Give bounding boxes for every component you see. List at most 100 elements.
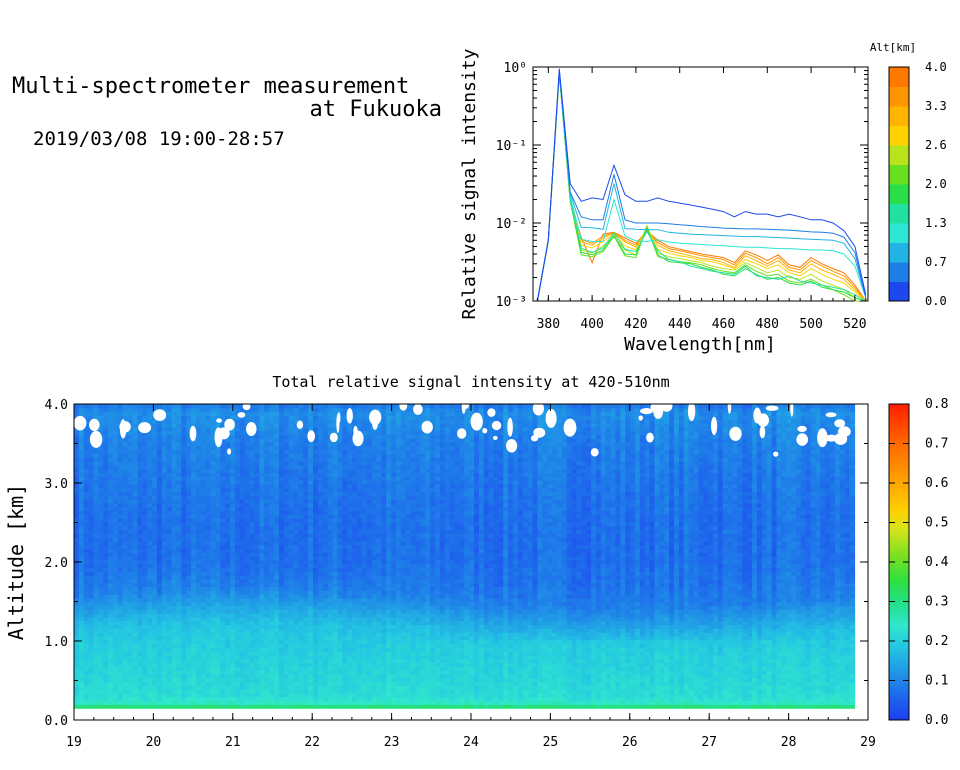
heatmap-cell bbox=[269, 419, 275, 424]
heatmap-cell bbox=[298, 464, 304, 470]
heatmap-cell bbox=[103, 677, 109, 683]
heatmap-cell bbox=[127, 651, 134, 656]
heatmap-cell bbox=[347, 662, 353, 667]
heatmap-cell bbox=[342, 438, 348, 443]
heatmap-cell bbox=[132, 692, 139, 698]
heatmap-cell bbox=[288, 483, 295, 489]
heatmap-cell bbox=[93, 609, 99, 614]
heatmap-cell bbox=[132, 620, 139, 626]
heatmap-cell bbox=[308, 575, 314, 580]
heatmap-cell bbox=[108, 563, 114, 569]
heatmap-cell bbox=[132, 571, 139, 576]
heatmap-cell bbox=[161, 548, 168, 553]
heatmap-cell bbox=[283, 487, 290, 493]
heatmap-cell bbox=[166, 647, 173, 652]
spectrum-x-tick-label: 440 bbox=[668, 317, 691, 332]
heatmap-cell bbox=[127, 434, 134, 439]
heatmap-cell bbox=[74, 411, 80, 416]
heatmap-cell bbox=[176, 419, 182, 424]
heatmap-cell bbox=[186, 666, 192, 671]
heatmap-cell bbox=[210, 575, 217, 580]
heatmap-cell bbox=[127, 468, 134, 474]
heatmap-cell bbox=[264, 582, 270, 588]
heatmap-cell bbox=[166, 518, 173, 523]
heatmap-cell bbox=[322, 491, 329, 496]
heatmap-cell bbox=[230, 556, 236, 561]
heatmap-cell bbox=[234, 449, 241, 455]
heatmap-cell bbox=[249, 468, 256, 474]
heatmap-cell bbox=[269, 685, 275, 690]
heatmap-cell bbox=[283, 559, 290, 565]
heatmap-cell bbox=[234, 540, 241, 546]
heatmap-cell bbox=[366, 666, 373, 671]
heatmap-cell bbox=[303, 647, 309, 652]
heatmap-cell bbox=[215, 483, 221, 489]
heatmap-cell bbox=[156, 670, 163, 675]
heatmap-cell bbox=[288, 438, 295, 443]
heatmap-cell bbox=[142, 472, 148, 477]
heatmap-cell bbox=[264, 597, 270, 603]
spectrum-series-line bbox=[536, 72, 867, 302]
heatmap-cell bbox=[225, 666, 231, 671]
heatmap-cell bbox=[254, 616, 260, 622]
heatmap-cell bbox=[293, 567, 299, 572]
heatmap-cell bbox=[225, 696, 231, 702]
heatmap-cell bbox=[337, 654, 343, 660]
heatmap-cell bbox=[249, 616, 256, 622]
heatmap-cell bbox=[303, 635, 309, 641]
heatmap-cell bbox=[337, 487, 343, 493]
heatmap-cell bbox=[288, 426, 295, 432]
heatmap-cell bbox=[210, 578, 217, 584]
heatmap-cell bbox=[152, 468, 158, 474]
heatmap-cell bbox=[191, 609, 197, 614]
heatmap-cell bbox=[274, 449, 280, 455]
heatmap-cell bbox=[220, 491, 226, 496]
heatmap-cell bbox=[347, 483, 353, 489]
heatmap-cell bbox=[288, 499, 295, 504]
heatmap-cell bbox=[181, 521, 187, 527]
heatmap-cell bbox=[259, 544, 265, 550]
heatmap-cell bbox=[83, 453, 90, 458]
heatmap-cell bbox=[239, 518, 246, 523]
heatmap-cell bbox=[249, 673, 256, 679]
heatmap-cell bbox=[259, 692, 265, 698]
heatmap-cell bbox=[313, 442, 319, 447]
heatmap-cell bbox=[278, 445, 285, 451]
heatmap-cell bbox=[98, 700, 104, 705]
heatmap-cell bbox=[186, 563, 192, 569]
heatmap-cell bbox=[283, 594, 290, 599]
heatmap-cell bbox=[200, 468, 207, 474]
heatmap-cell bbox=[132, 628, 139, 633]
heatmap-cell bbox=[322, 685, 329, 690]
heatmap-cell bbox=[283, 468, 290, 474]
title-line-1: Multi-spectrometer measurement bbox=[12, 74, 410, 99]
heatmap-cell bbox=[205, 651, 212, 656]
heatmap-cell bbox=[142, 704, 148, 709]
heatmap-cell bbox=[220, 601, 226, 607]
heatmap-cell bbox=[317, 597, 324, 603]
heatmap-cell bbox=[98, 605, 104, 610]
heatmap-cell bbox=[342, 601, 348, 607]
heatmap-cell bbox=[152, 586, 158, 591]
heatmap-cell bbox=[191, 673, 197, 679]
heatmap-cell bbox=[191, 544, 197, 550]
heatmap-cell bbox=[195, 609, 202, 614]
heatmap-cell bbox=[98, 540, 104, 546]
heatmap-cell bbox=[298, 548, 304, 553]
heatmap-cell bbox=[361, 643, 368, 648]
heatmap-cell bbox=[274, 582, 280, 588]
heatmap-cell bbox=[356, 662, 363, 667]
heatmap-cell bbox=[78, 407, 85, 413]
heatmap-cell bbox=[127, 457, 134, 462]
heatmap-cell bbox=[366, 578, 373, 584]
heatmap-cell bbox=[274, 700, 280, 705]
heatmap-cell bbox=[171, 670, 178, 675]
heatmap-cell bbox=[332, 525, 339, 531]
heatmap-cell bbox=[234, 594, 241, 599]
heatmap-cell bbox=[166, 639, 173, 645]
heatmap-cell bbox=[152, 559, 158, 565]
heatmap-cell bbox=[171, 586, 178, 591]
heatmap-cell bbox=[127, 624, 134, 629]
heatmap-cell bbox=[147, 613, 153, 618]
heatmap-cell bbox=[342, 692, 348, 698]
